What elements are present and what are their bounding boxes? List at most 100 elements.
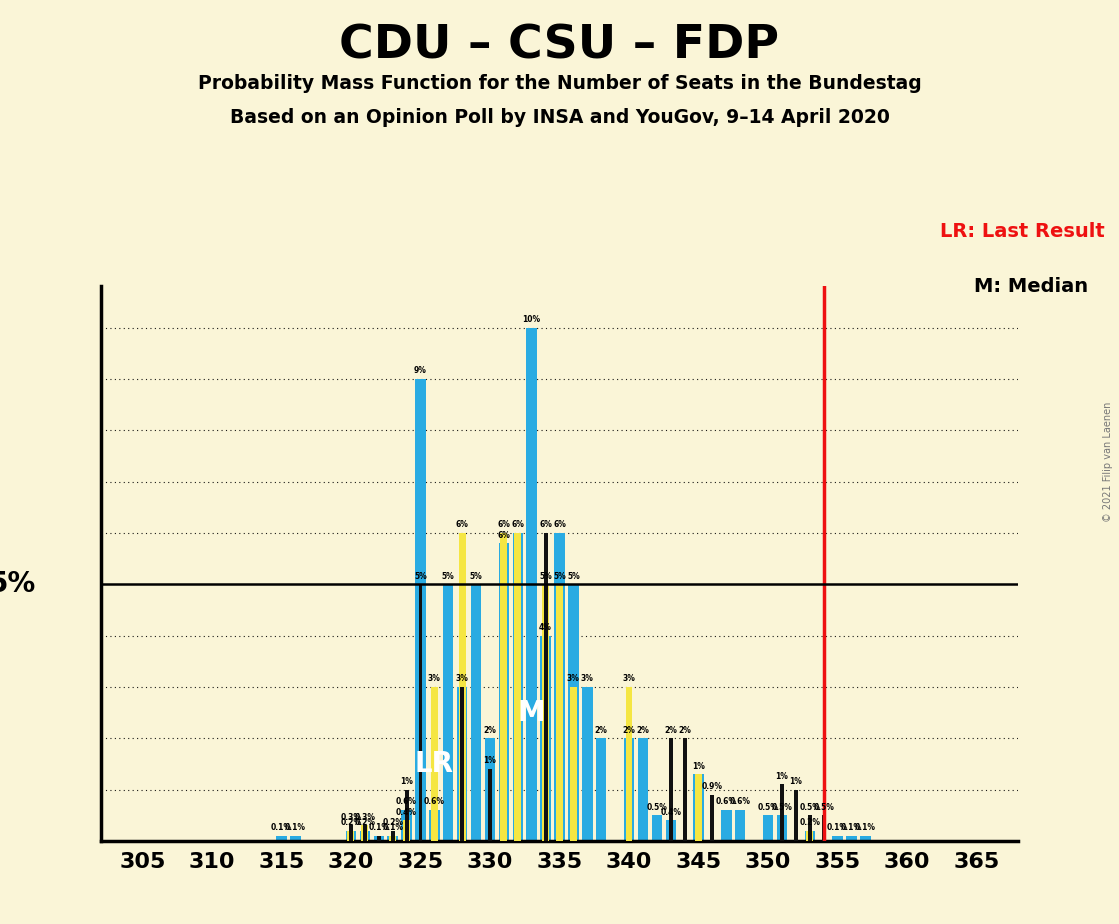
Bar — [711, 795, 714, 841]
Bar — [361, 825, 368, 841]
Text: 1%: 1% — [692, 761, 705, 771]
Bar — [415, 379, 425, 841]
Bar — [460, 687, 464, 841]
Text: M: M — [518, 699, 545, 726]
Text: 4%: 4% — [539, 623, 552, 632]
Text: Probability Mass Function for the Number of Seats in the Bundestag: Probability Mass Function for the Number… — [198, 74, 921, 93]
Text: 9%: 9% — [414, 366, 427, 375]
Text: 0.9%: 0.9% — [702, 782, 723, 791]
Text: 0.3%: 0.3% — [340, 813, 361, 821]
Bar — [623, 738, 634, 841]
Text: 5%: 5% — [470, 572, 482, 580]
Text: 0.5%: 0.5% — [799, 803, 820, 811]
Text: 6%: 6% — [511, 520, 524, 529]
Text: 2%: 2% — [678, 725, 692, 735]
Text: 2%: 2% — [595, 725, 608, 735]
Bar — [485, 738, 496, 841]
Bar — [666, 821, 676, 841]
Bar — [488, 769, 492, 841]
Text: 3%: 3% — [427, 675, 441, 683]
Text: 0.5%: 0.5% — [647, 803, 667, 811]
Bar — [348, 831, 355, 841]
Text: 0.1%: 0.1% — [271, 823, 292, 833]
Bar — [389, 835, 396, 841]
Bar — [833, 835, 843, 841]
Bar — [513, 533, 523, 841]
Text: LR: LR — [415, 750, 454, 778]
Text: 2%: 2% — [637, 725, 649, 735]
Text: 0.1%: 0.1% — [827, 823, 848, 833]
Text: 1%: 1% — [789, 777, 802, 786]
Bar — [582, 687, 593, 841]
Text: 0.1%: 0.1% — [383, 823, 403, 833]
Bar — [861, 835, 871, 841]
Bar — [363, 825, 367, 841]
Bar — [694, 774, 704, 841]
Text: 5%: 5% — [0, 570, 37, 598]
Text: 0.5%: 0.5% — [814, 803, 834, 811]
Text: 6%: 6% — [455, 520, 469, 529]
Bar — [805, 831, 815, 841]
Text: 5%: 5% — [442, 572, 454, 580]
Text: 6%: 6% — [539, 520, 552, 529]
Text: 0.4%: 0.4% — [660, 808, 681, 817]
Text: CDU – CSU – FDP: CDU – CSU – FDP — [339, 23, 780, 68]
Bar — [808, 815, 811, 841]
Text: 0.1%: 0.1% — [855, 823, 876, 833]
Text: 0.6%: 0.6% — [424, 797, 445, 807]
Bar — [651, 815, 662, 841]
Text: 6%: 6% — [498, 530, 510, 540]
Text: 0.2%: 0.2% — [355, 818, 375, 827]
Text: 5%: 5% — [553, 572, 566, 580]
Bar — [735, 810, 745, 841]
Text: LR: Last Result: LR: Last Result — [940, 222, 1104, 241]
Bar — [430, 810, 440, 841]
Bar — [387, 835, 398, 841]
Bar — [403, 821, 410, 841]
Text: 3%: 3% — [581, 675, 594, 683]
Bar — [568, 584, 579, 841]
Bar — [377, 835, 380, 841]
Text: Based on an Opinion Poll by INSA and YouGov, 9–14 April 2020: Based on an Opinion Poll by INSA and You… — [229, 108, 890, 128]
Text: 1%: 1% — [483, 757, 497, 765]
Text: 2%: 2% — [665, 725, 677, 735]
Bar — [419, 584, 422, 841]
Bar — [556, 584, 563, 841]
Text: 0.2%: 0.2% — [799, 818, 820, 827]
Bar — [349, 825, 352, 841]
Bar — [443, 584, 453, 841]
Text: 0.1%: 0.1% — [285, 823, 305, 833]
Bar — [290, 835, 301, 841]
Bar — [695, 774, 702, 841]
Text: 5%: 5% — [567, 572, 580, 580]
Bar — [793, 789, 798, 841]
Bar — [554, 533, 565, 841]
Text: 0.1%: 0.1% — [841, 823, 862, 833]
Bar — [374, 835, 384, 841]
Text: 6%: 6% — [553, 520, 566, 529]
Bar — [626, 687, 632, 841]
Bar — [846, 835, 857, 841]
Bar — [515, 533, 521, 841]
Bar — [544, 533, 547, 841]
Text: 0.1%: 0.1% — [368, 823, 389, 833]
Bar — [570, 687, 577, 841]
Text: 2%: 2% — [622, 725, 636, 735]
Text: 0.2%: 0.2% — [383, 818, 403, 827]
Bar — [431, 687, 438, 841]
Bar — [359, 831, 370, 841]
Text: 0.5%: 0.5% — [758, 803, 779, 811]
Bar — [807, 831, 814, 841]
Text: 1%: 1% — [775, 772, 789, 781]
Text: 5%: 5% — [414, 572, 426, 580]
Text: 0.6%: 0.6% — [396, 797, 417, 807]
Text: 2%: 2% — [483, 725, 497, 735]
Text: 0.4%: 0.4% — [396, 808, 417, 817]
Text: 0.6%: 0.6% — [716, 797, 736, 807]
Bar — [683, 738, 687, 841]
Text: 1%: 1% — [401, 777, 413, 786]
Bar — [346, 831, 356, 841]
Text: 6%: 6% — [498, 520, 510, 529]
Bar — [500, 533, 507, 841]
Bar — [596, 738, 606, 841]
